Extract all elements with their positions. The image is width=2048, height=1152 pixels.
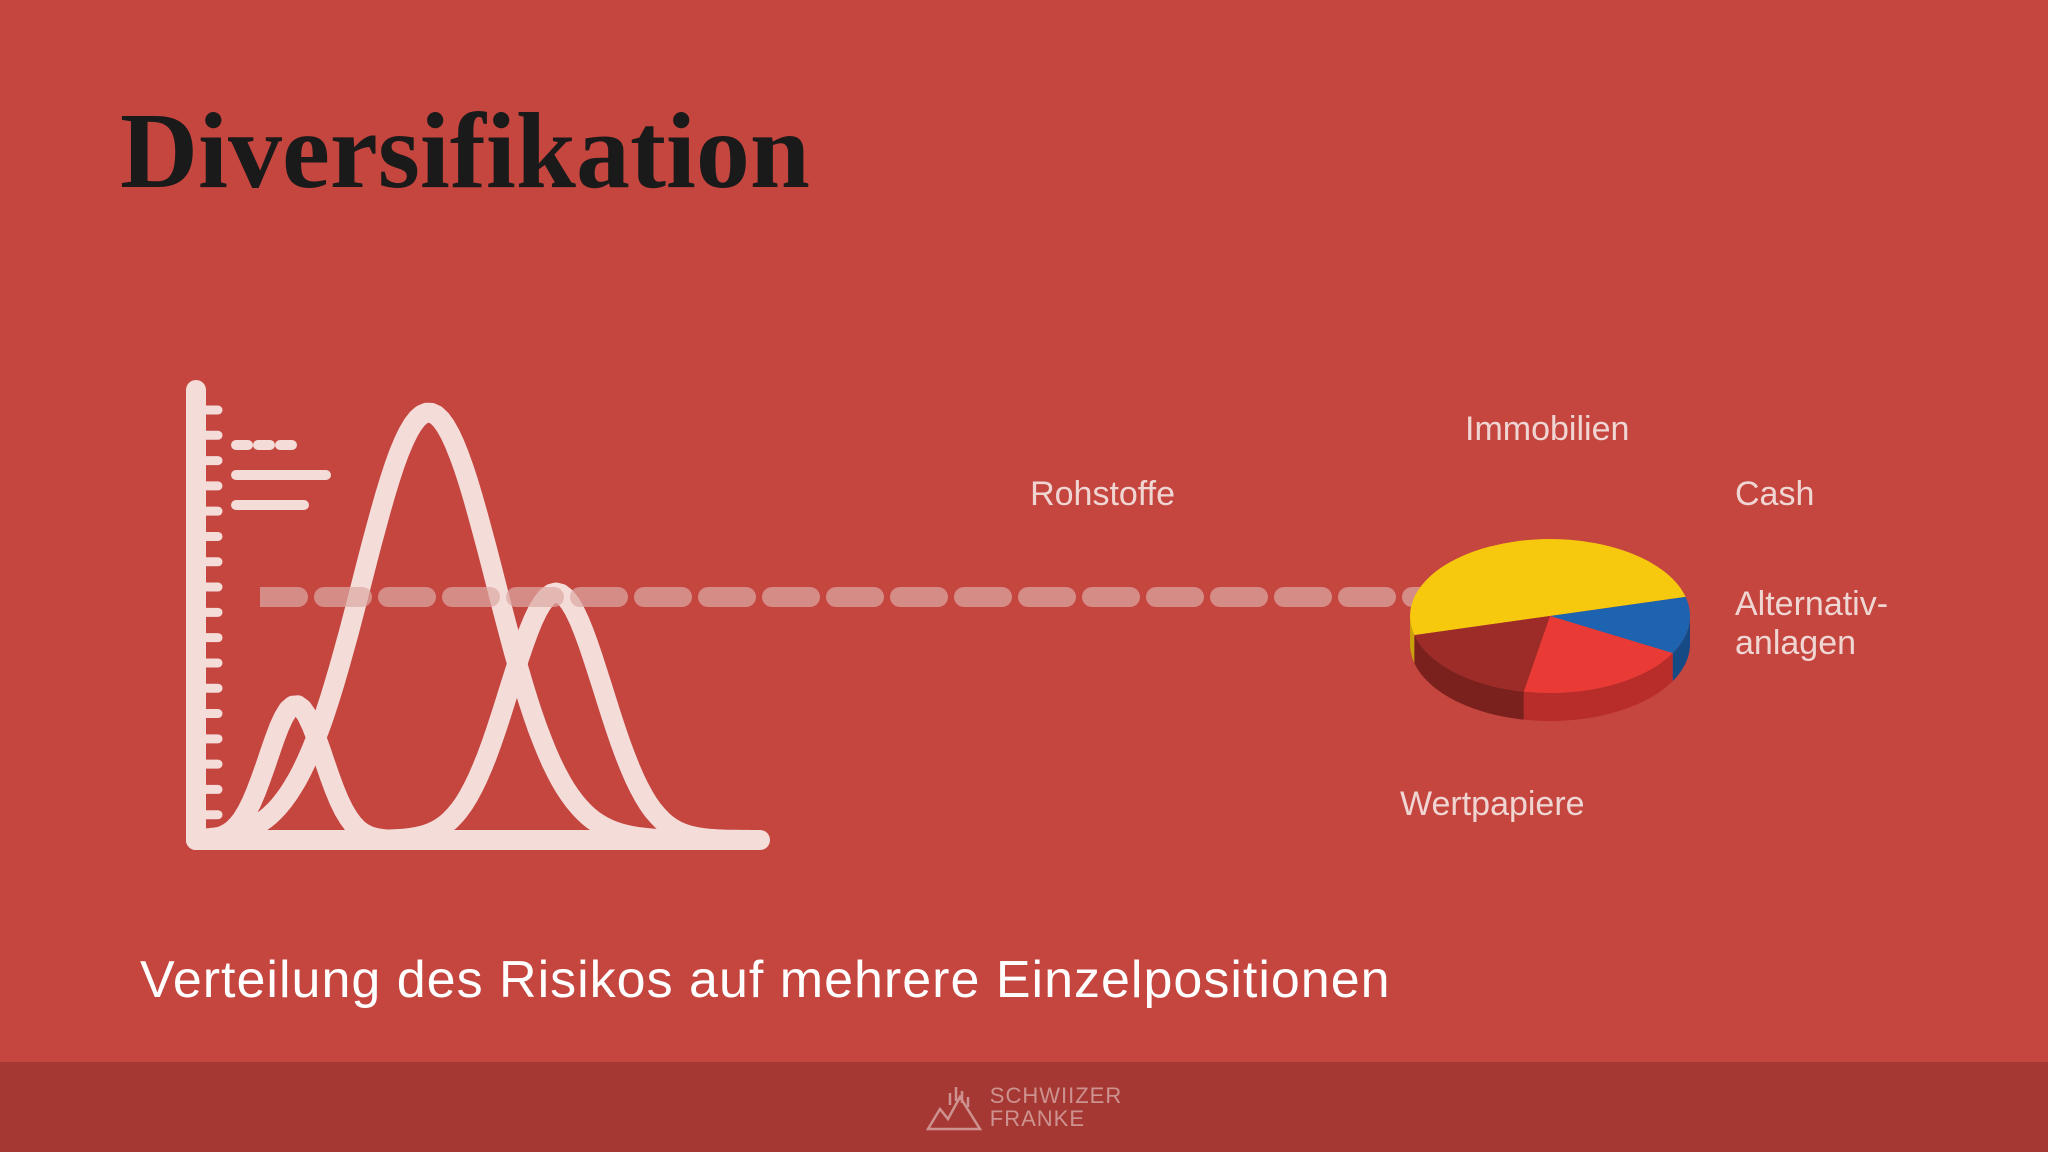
logo-text: SCHWIIZER FRANKE [990, 1084, 1122, 1130]
distribution-chart [180, 370, 770, 850]
pie-label: Wertpapiere [1400, 785, 1585, 824]
pie-label: Rohstoffe [1030, 475, 1175, 514]
logo-mountain-icon [926, 1083, 982, 1131]
pie-label: Immobilien [1465, 410, 1629, 449]
diversifikation-slide: Diversifikation Rohstoffe Immobilien Cash A… [0, 0, 2048, 1152]
connector-line [260, 585, 1450, 609]
brand-logo: SCHWIIZER FRANKE [926, 1083, 1122, 1131]
page-title: Diversifikation [120, 90, 810, 214]
pie-chart [1370, 489, 1730, 751]
pie-label: Cash [1735, 475, 1814, 514]
subtitle: Verteilung des Risikos auf mehrere Einze… [140, 950, 1391, 1010]
footer-bar: SCHWIIZER FRANKE [0, 1062, 2048, 1152]
pie-chart-area [1370, 489, 1730, 756]
pie-label: Alternativ- anlagen [1735, 585, 1888, 663]
